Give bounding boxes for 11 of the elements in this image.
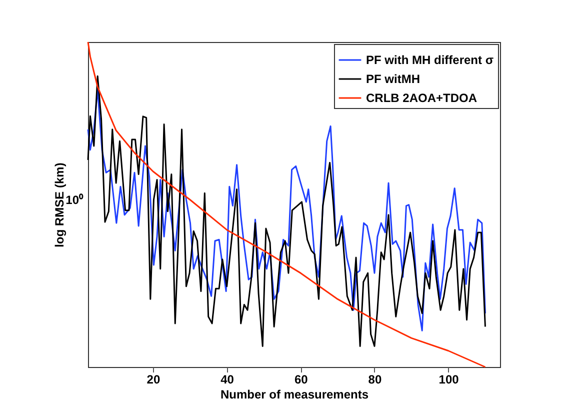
legend-label: PF with MH different σ xyxy=(366,53,494,67)
legend-label: CRLB 2AOA+TDOA xyxy=(366,91,478,105)
x-tick-label: 80 xyxy=(368,372,382,386)
x-tick-label: 40 xyxy=(220,372,234,386)
text: 10⁰ xyxy=(66,193,84,207)
x-tick-label: 100 xyxy=(438,372,460,386)
x-tick-label: 20 xyxy=(146,372,160,386)
y-axis-title: log RMSE (km) xyxy=(52,162,66,248)
x-tick-label: 60 xyxy=(294,372,308,386)
x-axis-title: Number of measurements xyxy=(220,388,369,402)
legend-label: PF witMH xyxy=(366,72,420,86)
